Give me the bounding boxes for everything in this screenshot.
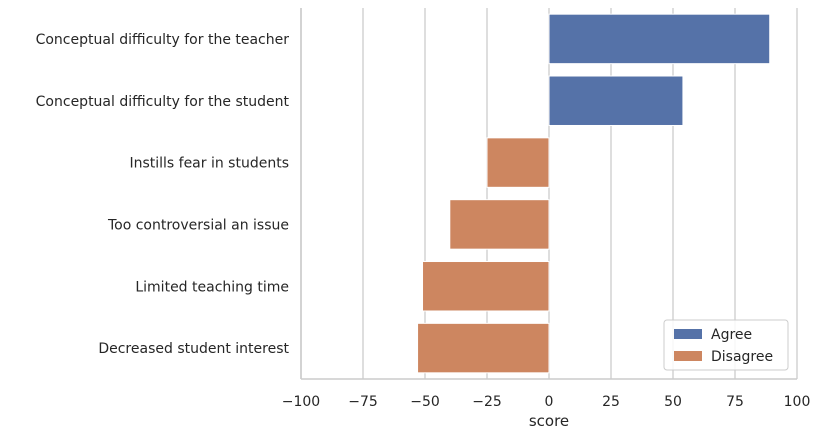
grid-lines <box>300 8 798 379</box>
x-tick-label: 100 <box>784 394 811 410</box>
legend: Agree Disagree <box>663 319 789 371</box>
bar <box>548 75 684 126</box>
legend-label: Disagree <box>711 349 773 365</box>
x-axis-title: score <box>529 412 569 430</box>
y-tick-label: Too controversial an issue <box>107 217 289 233</box>
legend-swatch <box>674 329 702 339</box>
y-tick-label: Decreased student interest <box>98 341 289 357</box>
bar <box>449 199 550 250</box>
legend-swatch <box>674 351 702 361</box>
y-tick-label: Limited teaching time <box>135 279 289 295</box>
x-tick-label: −25 <box>472 394 502 410</box>
x-tick-label: 75 <box>726 394 744 410</box>
y-tick-label: Conceptual difficulty for the teacher <box>36 32 290 48</box>
y-tick-label: Instills fear in students <box>129 156 289 172</box>
x-tick-label: 50 <box>664 394 682 410</box>
y-tick-labels: Conceptual difficulty for the teacher Con… <box>36 32 290 357</box>
x-tick-label: −50 <box>410 394 440 410</box>
x-tick-labels: −100 −75 −50 −25 0 25 50 75 100 <box>282 394 811 410</box>
x-tick-label: 25 <box>602 394 620 410</box>
bar <box>417 322 550 374</box>
x-tick-label: −75 <box>348 394 378 410</box>
bars <box>417 13 771 374</box>
bar <box>486 137 550 188</box>
axes <box>300 8 797 380</box>
x-tick-label: 0 <box>545 394 554 410</box>
bar <box>422 261 550 312</box>
bar <box>548 13 771 65</box>
y-tick-label: Conceptual difficulty for the student <box>36 94 290 110</box>
x-tick-label: −100 <box>282 394 320 410</box>
legend-label: Agree <box>711 327 752 343</box>
